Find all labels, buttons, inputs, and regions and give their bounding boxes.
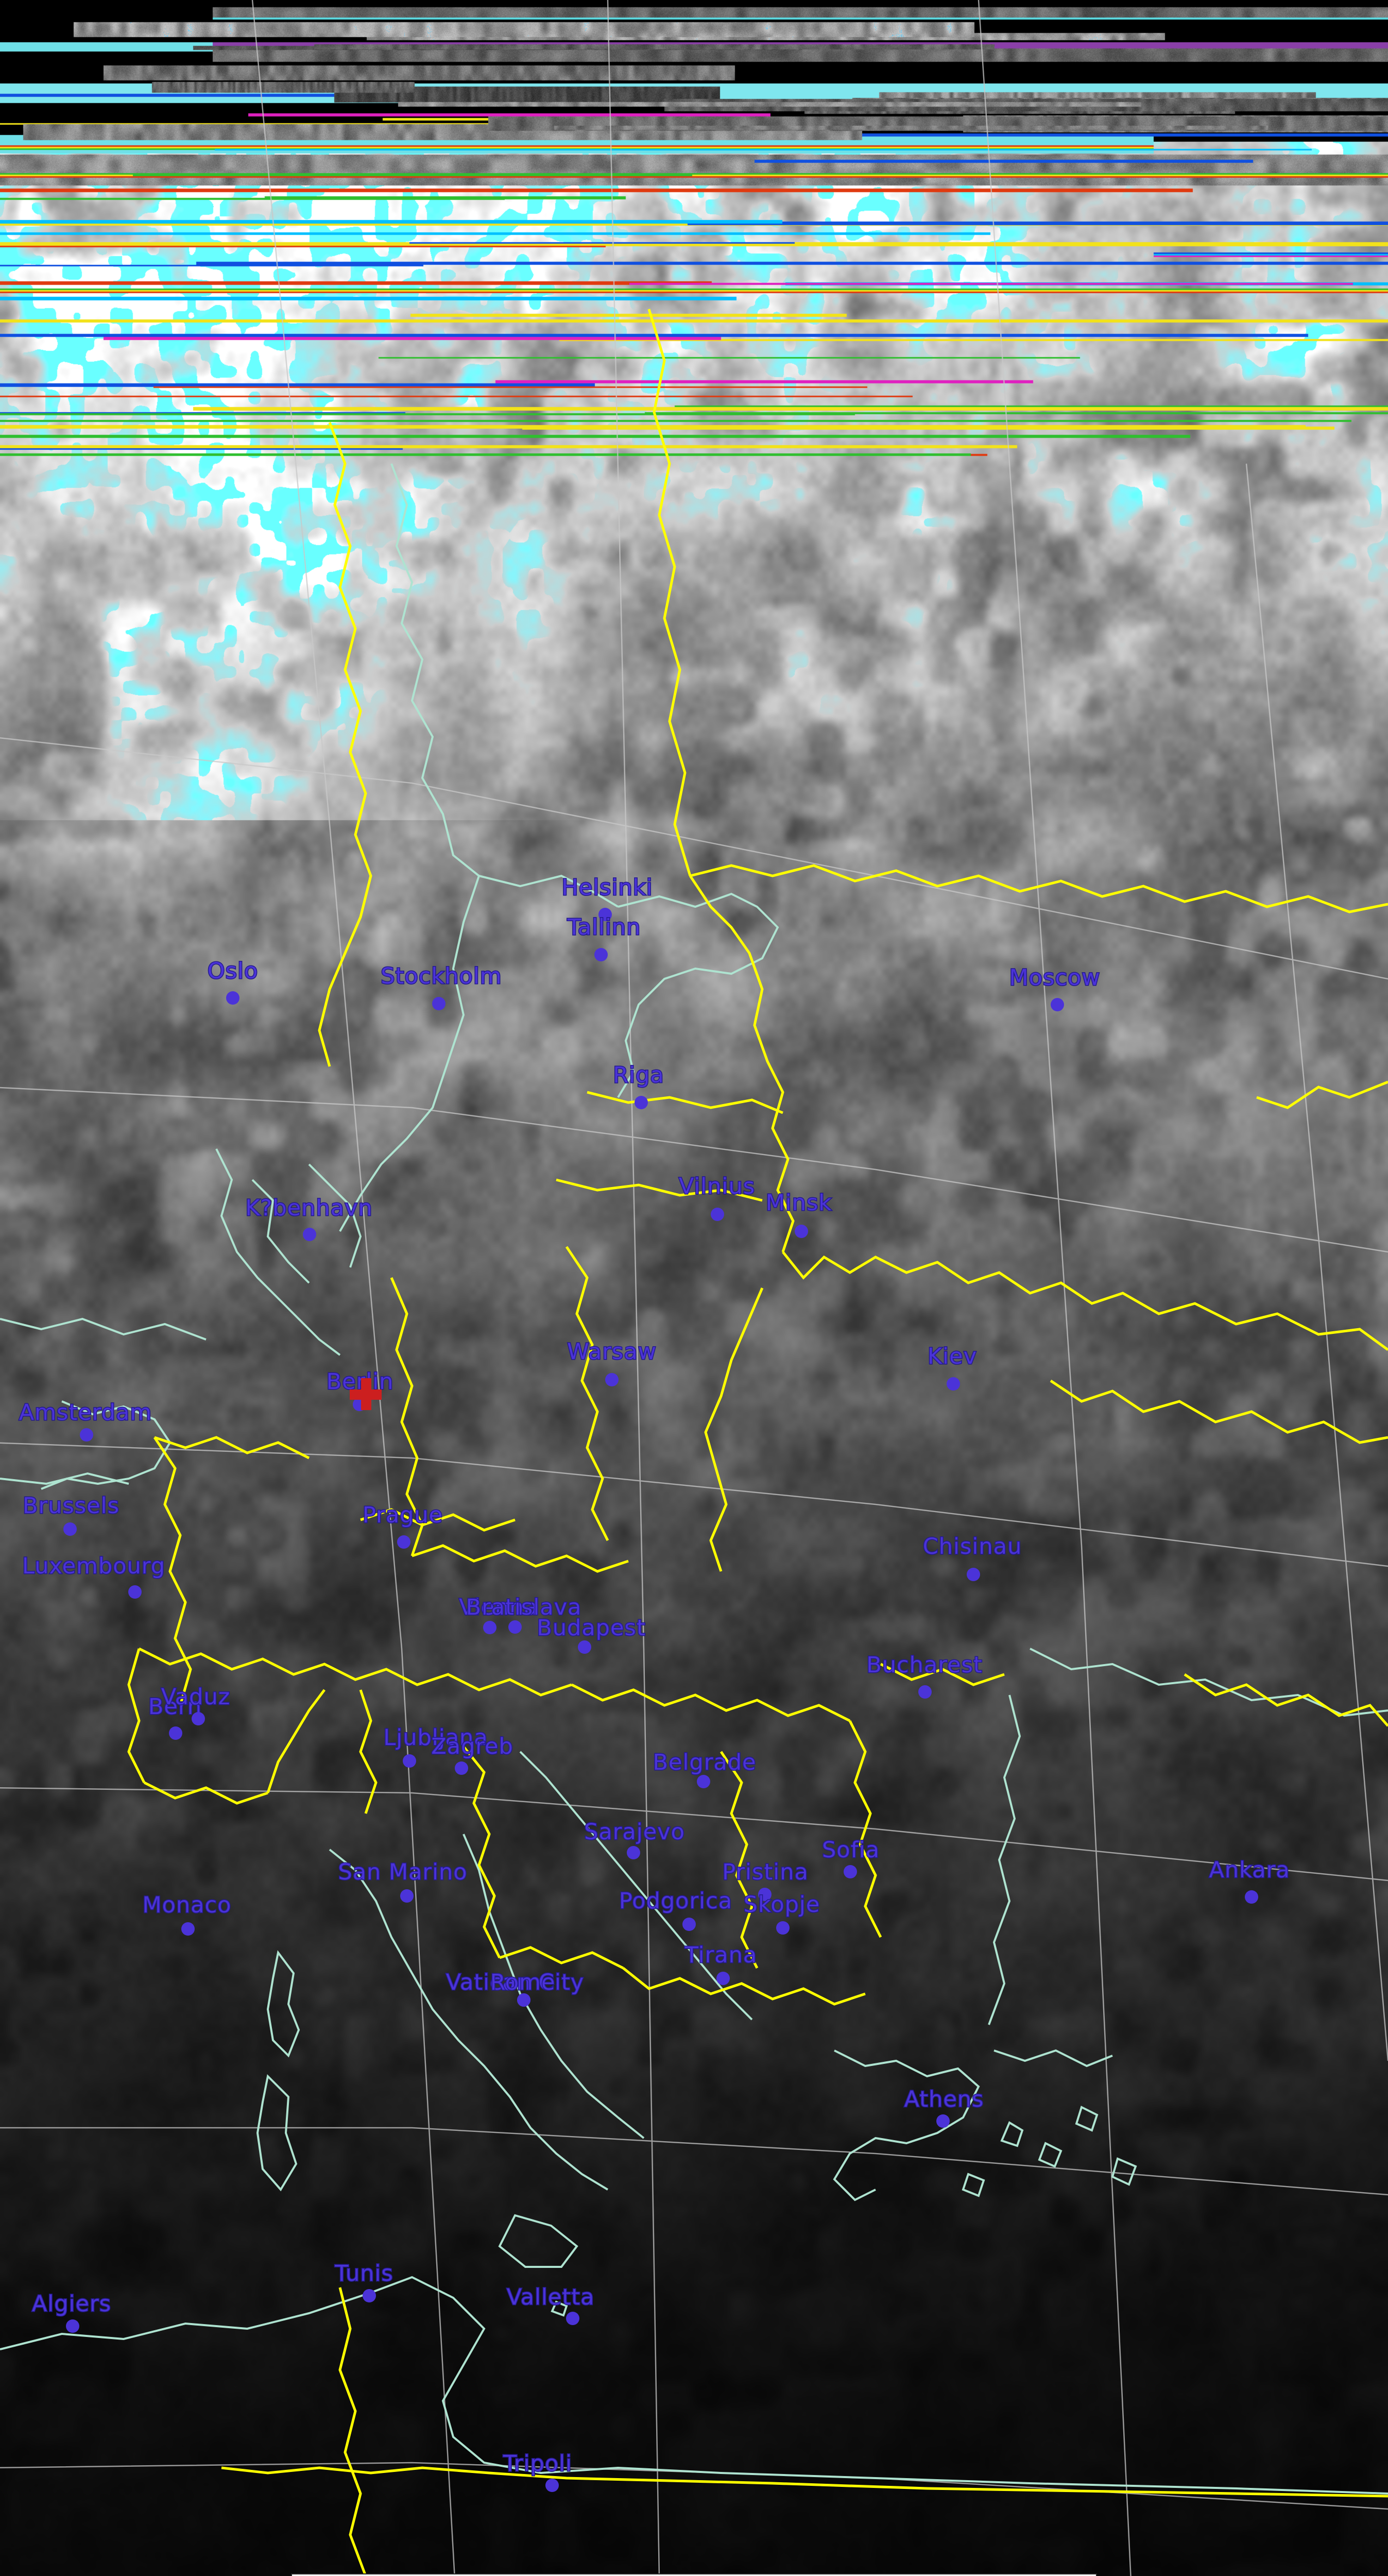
city-marker-dot — [508, 1620, 522, 1634]
city-marker-dot — [776, 1921, 790, 1935]
city-marker-dot — [432, 997, 445, 1010]
city-marker-dot — [397, 1535, 410, 1549]
city-marker-dot — [128, 1585, 142, 1599]
city-marker-dot — [545, 2479, 559, 2492]
city-marker-dot — [758, 1888, 772, 1901]
coastline-paths — [0, 463, 1388, 2495]
city-marker-dot — [682, 1918, 696, 1931]
city-marker-dot — [795, 1225, 808, 1238]
city-marker-dot — [192, 1712, 205, 1725]
city-marker-dot — [716, 1972, 730, 1985]
city-marker-dot — [598, 908, 612, 921]
city-marker-dot — [517, 1993, 530, 2007]
city-marker-dot — [226, 991, 239, 1005]
city-marker-dot — [578, 1640, 591, 1654]
city-marker-dot — [697, 1775, 710, 1788]
city-marker-dot — [711, 1208, 724, 1221]
city-marker-dot — [594, 948, 608, 961]
city-marker-dot — [63, 1522, 77, 1536]
city-marker-dot — [918, 1685, 932, 1699]
city-marker-dot — [947, 1377, 960, 1391]
city-marker-dot — [844, 1865, 857, 1878]
city-marker-dot — [605, 1373, 619, 1386]
city-marker-dot — [400, 1889, 414, 1903]
city-marker-dot — [967, 1568, 980, 1581]
city-marker-dot — [181, 1922, 195, 1936]
city-marker-dot — [169, 1726, 182, 1740]
city-marker-dot — [483, 1621, 496, 1634]
city-marker-dot — [1051, 998, 1064, 1011]
city-marker-dot — [566, 2312, 579, 2325]
city-marker-dot — [80, 1428, 93, 1442]
city-marker-dot — [455, 1761, 468, 1775]
country-border-paths — [127, 309, 1388, 2576]
city-marker-dot — [635, 1096, 648, 1109]
city-marker-dot — [936, 2114, 950, 2128]
city-marker-dot — [627, 1846, 640, 1859]
city-marker-dot — [403, 1754, 416, 1768]
ground-station-marker-icon — [350, 1378, 382, 1410]
city-marker-dot — [66, 2319, 79, 2333]
image-info-panel: RaspiNOAA V2 | v5.0 | Bookworm 64-bit ht… — [291, 2573, 1097, 2576]
city-marker-dot — [363, 2289, 376, 2302]
city-marker-dot — [303, 1228, 316, 1241]
city-marker-dot — [1245, 1890, 1258, 1904]
